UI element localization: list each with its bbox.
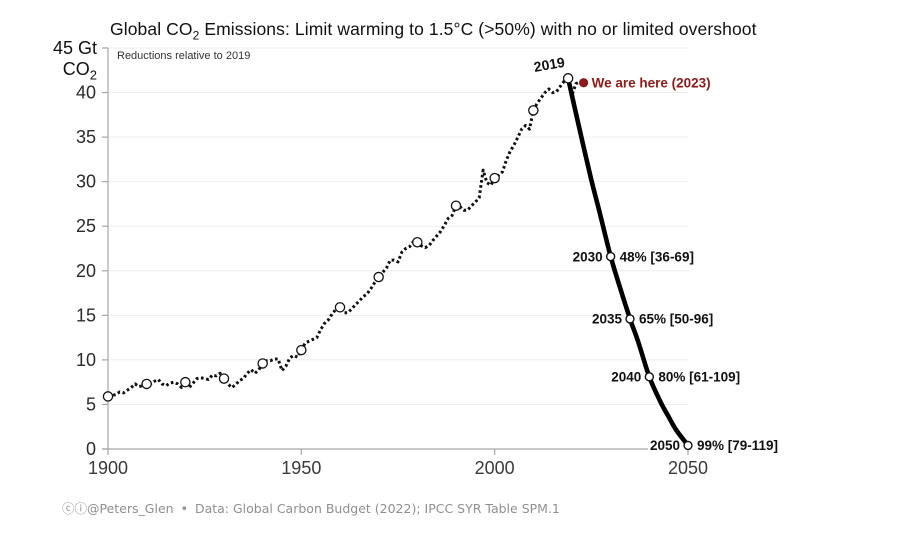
- milestone-year-label: 2030: [573, 249, 603, 264]
- decade-marker: [180, 376, 191, 388]
- x-tick-label: 2050: [668, 458, 708, 478]
- milestone-year-label: 2040: [611, 370, 641, 385]
- milestone-reduction-label: 48% [36-69]: [620, 249, 694, 264]
- y-axis-unit-line1: 45 Gt: [52, 38, 97, 58]
- x-tick-label: 1900: [88, 458, 128, 478]
- decade-marker: [296, 344, 307, 356]
- milestone-reduction-label: 80% [61-109]: [658, 370, 740, 385]
- x-tick-label: 1950: [281, 458, 321, 478]
- footer-separator: •: [180, 501, 188, 516]
- data-source-text: Data: Global Carbon Budget (2022); IPCC …: [194, 501, 560, 516]
- y-tick-label: 15: [76, 305, 96, 325]
- milestone-year-label: 2035: [592, 312, 623, 327]
- y-tick-label: 20: [76, 261, 96, 281]
- pathway-1p5c-line: [565, 76, 691, 448]
- decade-marker: [102, 391, 114, 402]
- chart-title-suffix: Emissions: Limit warming to 1.5°C (>50%)…: [199, 19, 757, 39]
- y-tick-label: 0: [86, 439, 96, 459]
- x-tick-label: 2000: [475, 458, 515, 478]
- decade-marker: [373, 271, 384, 283]
- decade-marker: [218, 373, 230, 384]
- y-tick-label: 40: [76, 83, 96, 103]
- chart-title-subscript: 2: [192, 28, 200, 43]
- y-tick-label: 30: [76, 172, 96, 192]
- we-are-here-dot: [579, 78, 589, 88]
- y-tick-label: 5: [86, 394, 96, 414]
- decade-marker: [412, 237, 423, 248]
- milestone-year-label: 2050: [650, 438, 680, 453]
- chart-title: Global CO2 Emissions: Limit warming to 1…: [110, 19, 757, 43]
- y-axis-unit-line2: CO2: [62, 59, 97, 83]
- decade-marker: [489, 172, 500, 184]
- milestone-marker: [683, 440, 693, 451]
- decade-marker: [562, 73, 574, 84]
- we-are-here-label: We are here (2023): [592, 75, 711, 90]
- decade-marker: [257, 358, 268, 369]
- y-tick-label: 10: [76, 350, 96, 370]
- chart-title-prefix: Global CO: [110, 19, 193, 39]
- y-axis-unit-label: 45 Gt CO2: [20, 38, 97, 86]
- milestone-reduction-label: 65% [50-96]: [639, 312, 713, 327]
- historical-emissions-line: [107, 76, 584, 398]
- attribution-footer: ⓒⓘ@Peters_Glen • Data: Global Carbon Budge…: [62, 498, 560, 517]
- decade-marker: [528, 105, 539, 116]
- milestone-marker: [605, 251, 616, 262]
- y-tick-label: 35: [76, 127, 96, 147]
- milestone-marker: [625, 314, 635, 324]
- author-handle: @Peters_Glen: [87, 501, 174, 516]
- milestone-marker: [644, 372, 655, 382]
- decade-marker: [450, 200, 462, 211]
- y-tick-label: 25: [76, 216, 96, 236]
- peak-year-annotation: 2019: [533, 54, 567, 75]
- milestone-reduction-label: 99% [79-119]: [697, 438, 778, 453]
- decade-marker: [334, 302, 346, 313]
- cc-license-icons: ⓒⓘ: [62, 501, 88, 516]
- chart-subtitle: Reductions relative to 2019: [117, 50, 251, 62]
- decade-marker: [141, 378, 152, 390]
